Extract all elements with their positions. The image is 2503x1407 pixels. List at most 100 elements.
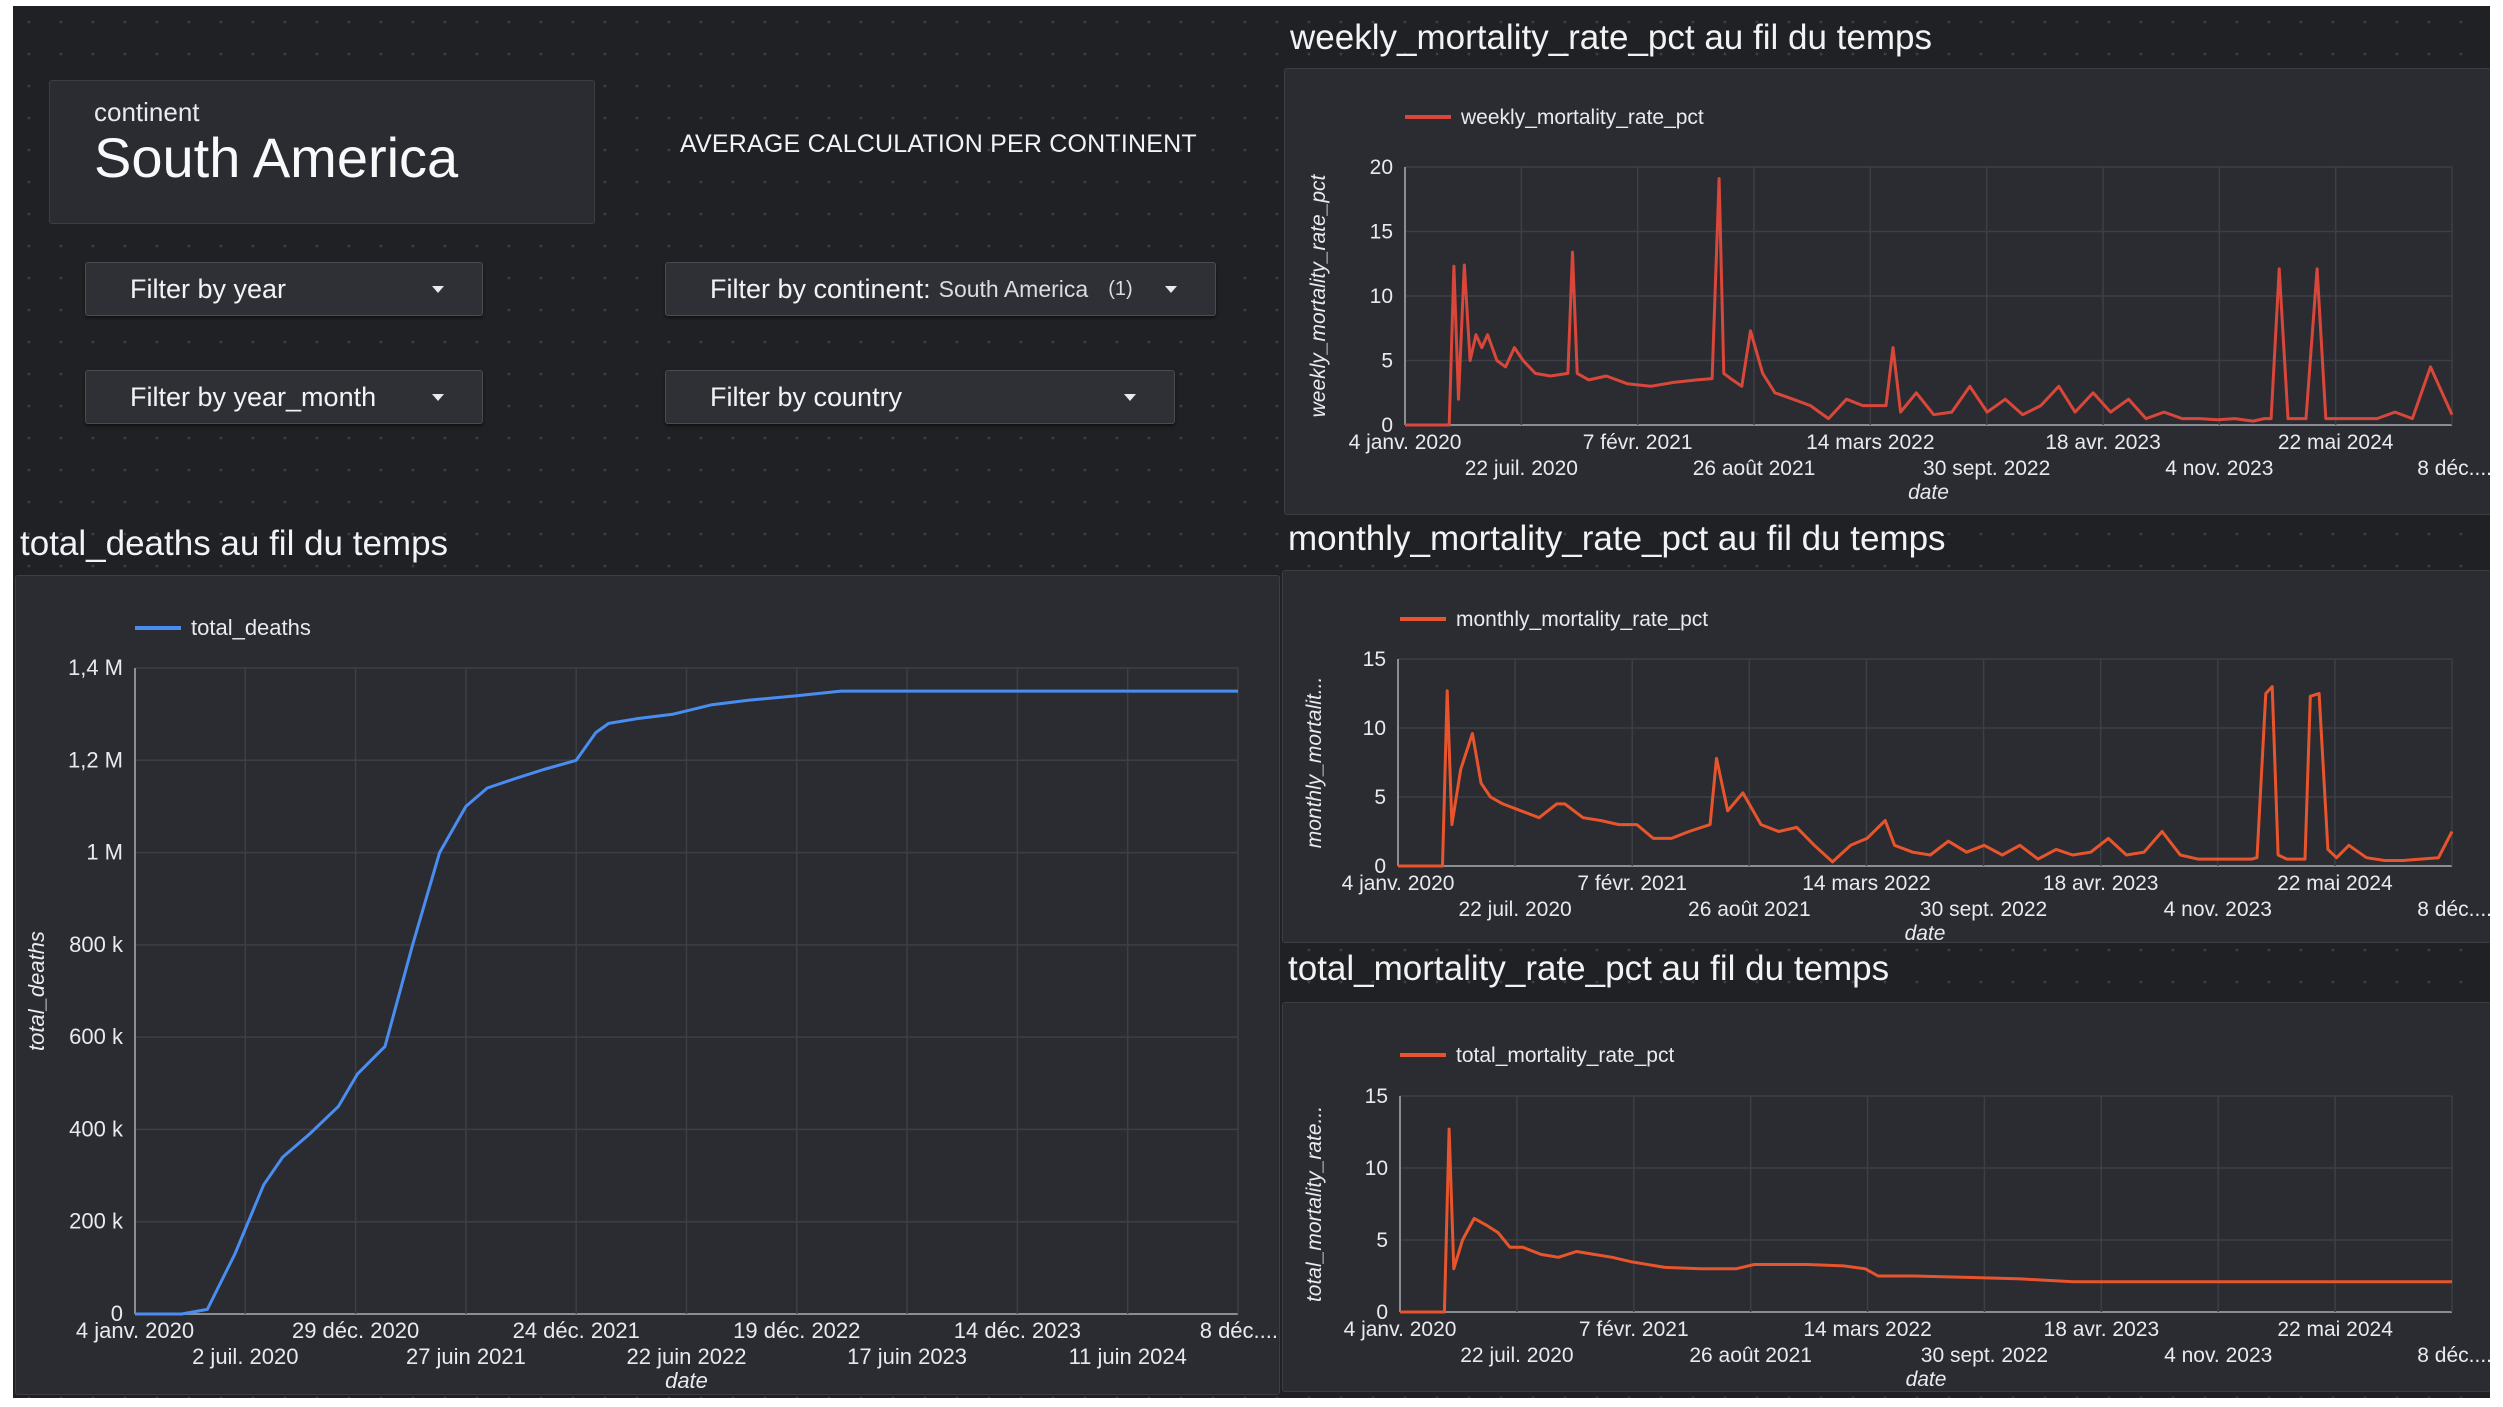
- filter-by-year-dropdown[interactable]: Filter by year: [85, 262, 483, 316]
- x-axis-label: date: [665, 1368, 708, 1393]
- series-line: [1398, 685, 2454, 868]
- x-tick-label: 8 déc....: [2417, 1344, 2490, 1367]
- filter-selected-value: South America: [938, 275, 1089, 302]
- x-tick-label: 11 juin 2024: [1069, 1344, 1187, 1369]
- y-tick-label: 5: [1374, 786, 1386, 809]
- x-tick-label: 22 mai 2024: [2277, 1318, 2393, 1341]
- series-line: [1400, 1127, 2452, 1314]
- filter-by-country-dropdown[interactable]: Filter by country: [665, 370, 1175, 424]
- x-tick-label: 4 nov. 2023: [2164, 1344, 2272, 1367]
- filter-label: Filter by year: [130, 273, 287, 304]
- filter-label: Filter by country: [710, 381, 903, 412]
- x-axis-label: date: [1905, 922, 1946, 944]
- x-tick-label: 29 déc. 2020: [292, 1318, 419, 1343]
- legend-label: total_mortality_rate_pct: [1456, 1044, 1674, 1067]
- total-rate-chart-panel[interactable]: 0 5 10 15 4 janv. 2020 22 juil. 2020 7 févr. 2…: [1282, 1002, 2490, 1392]
- filter-by-continent-dropdown[interactable]: Filter by continent: South America (1): [665, 262, 1216, 316]
- dashboard-canvas: continent South America AVERAGE CALCULAT…: [13, 6, 2490, 1398]
- y-tick-label: 0: [111, 1301, 123, 1326]
- x-tick-label: 26 août 2021: [1693, 457, 1816, 480]
- y-tick-label: 15: [1363, 648, 1386, 671]
- selector-label: continent: [94, 97, 200, 127]
- x-axis-label: date: [1908, 481, 1949, 504]
- y-tick-label: 15: [1370, 221, 1393, 244]
- total-deaths-chart-panel[interactable]: 0 200 k 400 k 600 k 800 k 1 M 1,2 M 1,4 M 4 janv…: [15, 575, 1280, 1395]
- dropdown-caret-icon: [1124, 394, 1136, 401]
- x-tick-label: 7 févr. 2021: [1583, 431, 1693, 454]
- filter-selected-count: (1): [1108, 277, 1133, 300]
- x-tick-label: 19 déc. 2022: [733, 1318, 860, 1343]
- x-tick-label: 7 févr. 2021: [1577, 872, 1687, 895]
- x-tick-label: 8 déc....: [1200, 1318, 1278, 1343]
- total-rate-chart-title: total_mortality_rate_pct au fil du temps: [1288, 949, 1890, 988]
- x-tick-label: 4 janv. 2020: [76, 1318, 194, 1343]
- x-tick-label: 4 nov. 2023: [2164, 898, 2272, 921]
- legend-label: total_deaths: [191, 615, 311, 640]
- legend-label: weekly_mortality_rate_pct: [1460, 106, 1704, 129]
- y-tick-label: 10: [1365, 1157, 1388, 1180]
- y-tick-label: 1,2 M: [68, 747, 123, 772]
- x-tick-label: 18 avr. 2023: [2045, 431, 2161, 454]
- y-tick-label: 0: [1374, 855, 1386, 878]
- weekly-chart-title: weekly_mortality_rate_pct au fil du temp…: [1290, 18, 1932, 57]
- x-tick-label: 4 janv. 2020: [1344, 1318, 1457, 1341]
- y-tick-label: 600 k: [69, 1024, 124, 1049]
- y-tick-label: 20: [1370, 156, 1393, 179]
- x-tick-label: 30 sept. 2022: [1921, 1344, 2048, 1367]
- x-tick-label: 30 sept. 2022: [1920, 898, 2047, 921]
- y-tick-label: 10: [1363, 717, 1386, 740]
- x-tick-label: 14 mars 2022: [1803, 1318, 1931, 1341]
- x-tick-label: 17 juin 2023: [847, 1344, 967, 1369]
- x-tick-label: 8 déc....: [2417, 457, 2490, 480]
- monthly-chart-title: monthly_mortality_rate_pct au fil du tem…: [1288, 519, 1946, 558]
- x-tick-label: 22 juil. 2020: [1458, 898, 1571, 921]
- x-tick-label: 8 déc....: [2417, 898, 2490, 921]
- y-axis-label: total_mortality_rate...: [1303, 1106, 1326, 1302]
- y-tick-label: 10: [1370, 285, 1393, 308]
- filter-by-year-month-dropdown[interactable]: Filter by year_month: [85, 370, 483, 424]
- y-axis-label: monthly_mortalit...: [1303, 677, 1326, 849]
- y-tick-label: 5: [1381, 350, 1393, 373]
- y-axis-label: weekly_mortality_rate_pct: [1307, 173, 1330, 417]
- average-calculation-text: AVERAGE CALCULATION PER CONTINENT: [680, 130, 1197, 158]
- series-line: [1405, 177, 2454, 427]
- x-tick-label: 18 avr. 2023: [2044, 1318, 2160, 1341]
- y-tick-label: 5: [1376, 1229, 1388, 1252]
- x-tick-label: 22 juin 2022: [627, 1344, 747, 1369]
- x-tick-label: 4 janv. 2020: [1342, 872, 1455, 895]
- x-tick-label: 27 juin 2021: [406, 1344, 526, 1369]
- legend-label: monthly_mortality_rate_pct: [1456, 608, 1708, 631]
- x-tick-label: 2 juil. 2020: [192, 1344, 298, 1369]
- x-tick-label: 14 mars 2022: [1802, 872, 1930, 895]
- x-tick-label: 26 août 2021: [1688, 898, 1811, 921]
- x-tick-label: 26 août 2021: [1689, 1344, 1812, 1367]
- filter-label: Filter by year_month: [130, 381, 377, 412]
- total-deaths-chart-title: total_deaths au fil du temps: [20, 524, 449, 563]
- continent-selector-card[interactable]: continent South America: [49, 80, 595, 224]
- selector-value: South America: [94, 126, 459, 189]
- series-line: [135, 689, 1238, 1316]
- x-tick-label: 14 mars 2022: [1806, 431, 1934, 454]
- y-axis-label: total_deaths: [24, 931, 49, 1051]
- y-tick-label: 1,4 M: [68, 655, 123, 680]
- monthly-chart-panel[interactable]: 0 5 10 15 4 janv. 2020 22 juil. 2020 7 févr. 2…: [1282, 570, 2490, 945]
- x-axis-label: date: [1906, 1368, 1947, 1391]
- y-tick-label: 200 k: [69, 1209, 124, 1234]
- x-tick-label: 22 juil. 2020: [1465, 457, 1578, 480]
- x-tick-label: 22 mai 2024: [2277, 872, 2393, 895]
- x-tick-label: 30 sept. 2022: [1923, 457, 2050, 480]
- dropdown-caret-icon: [432, 286, 444, 293]
- x-tick-label: 22 mai 2024: [2278, 431, 2394, 454]
- x-tick-label: 24 déc. 2021: [513, 1318, 640, 1343]
- weekly-chart-panel[interactable]: 0 5 10 15 20 4 janv. 2020 22 juil. 2020 7 févr.…: [1284, 68, 2490, 515]
- x-tick-label: 4 nov. 2023: [2165, 457, 2273, 480]
- y-tick-label: 0: [1376, 1301, 1388, 1324]
- y-tick-label: 1 M: [86, 840, 123, 865]
- y-tick-label: 15: [1365, 1085, 1388, 1108]
- x-tick-label: 18 avr. 2023: [2043, 872, 2159, 895]
- total-deaths-chart: 0 200 k 400 k 600 k 800 k 1 M 1,2 M 1,4 M 4 janv…: [24, 615, 1278, 1393]
- filter-label: Filter by continent:: [710, 273, 931, 304]
- x-tick-label: 4 janv. 2020: [1349, 431, 1462, 454]
